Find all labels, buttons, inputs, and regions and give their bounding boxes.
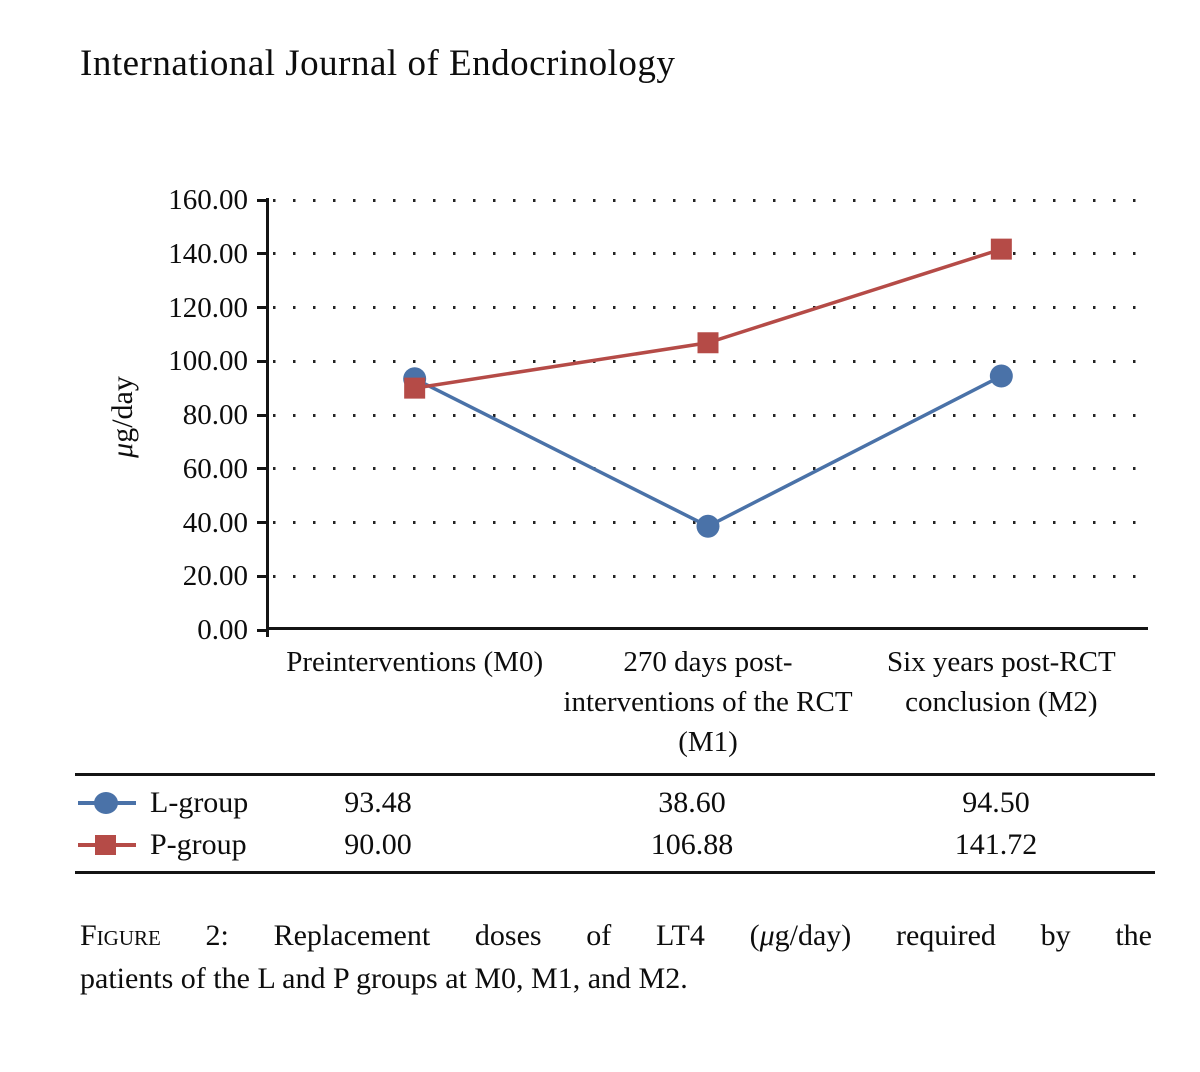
caption-line-1: Figure 2: Replacement doses of LT4 (μg/d… [80, 919, 1152, 952]
y-tick-mark [257, 521, 266, 524]
y-tick-label: 60.00 [182, 452, 248, 485]
table-value: 90.00 [344, 828, 412, 861]
table-row: L-group 93.48 38.60 94.50 [75, 783, 1155, 823]
y-tick-label: 160.00 [168, 184, 248, 216]
y-tick-mark [257, 359, 266, 363]
gridline [273, 252, 1143, 256]
gridline [273, 467, 1143, 471]
axis-corner-tick [266, 630, 269, 637]
y-tick-label: 140.00 [168, 237, 248, 270]
caption-figure-label: Figure [80, 919, 161, 952]
table-row: P-group 90.00 106.88 141.72 [75, 825, 1155, 865]
x-category-label: Six years post-RCT conclusion (M2) [886, 646, 1116, 718]
y-tick-mark [257, 628, 266, 632]
gridline [273, 306, 1143, 309]
x-category-label: 270 days post-interventions of the RCT (… [563, 646, 853, 758]
y-tick-mark [257, 413, 266, 417]
series-line-p-group [414, 247, 1002, 390]
x-category-label: Preinterventions (M0) [286, 646, 544, 678]
y-tick-label: 20.00 [182, 560, 248, 593]
series-line-l-group [413, 374, 1003, 529]
y-tick-mark [257, 306, 266, 309]
y-tick-mark [257, 198, 266, 202]
table-value: 94.50 [962, 786, 1030, 819]
table-value: 141.72 [954, 828, 1038, 861]
caption-line-2: patients of the L and P groups at M0, M1… [80, 962, 688, 995]
gridline [273, 359, 1143, 363]
y-tick-label: 120.00 [168, 291, 248, 324]
table-top-rule [75, 773, 1155, 776]
legend-circle-marker-icon [78, 792, 136, 814]
y-tick-label: 100.00 [168, 345, 248, 378]
y-tick-mark [257, 574, 266, 578]
table-series-name: L-group [150, 786, 249, 819]
data-point-p-group [697, 332, 719, 354]
data-point-l-group [696, 514, 720, 538]
y-tick-mark [257, 467, 266, 471]
table-series-name: P-group [150, 828, 247, 861]
table-bottom-rule [75, 871, 1155, 874]
journal-title: International Journal of Endocrinology [80, 43, 676, 84]
data-point-p-group [404, 377, 426, 399]
table-value: 106.88 [650, 828, 734, 861]
gridline [273, 198, 1143, 202]
table-value: 38.60 [658, 786, 726, 819]
data-point-p-group [990, 238, 1012, 260]
figure-caption: Figure 2: Replacement doses of LT4 (μg/d… [80, 914, 1152, 1000]
y-tick-label: 0.00 [197, 614, 248, 646]
line-series-chart [403, 238, 1013, 538]
y-tick-label: 80.00 [182, 399, 248, 431]
table-value: 93.48 [344, 786, 412, 819]
y-tick-mark [257, 252, 266, 256]
legend-square-marker-icon [78, 835, 136, 855]
plot-area [266, 198, 1148, 630]
y-tick-label: 40.00 [182, 506, 248, 539]
gridline [273, 574, 1143, 578]
data-point-l-group [989, 364, 1013, 388]
gridline [273, 413, 1143, 417]
